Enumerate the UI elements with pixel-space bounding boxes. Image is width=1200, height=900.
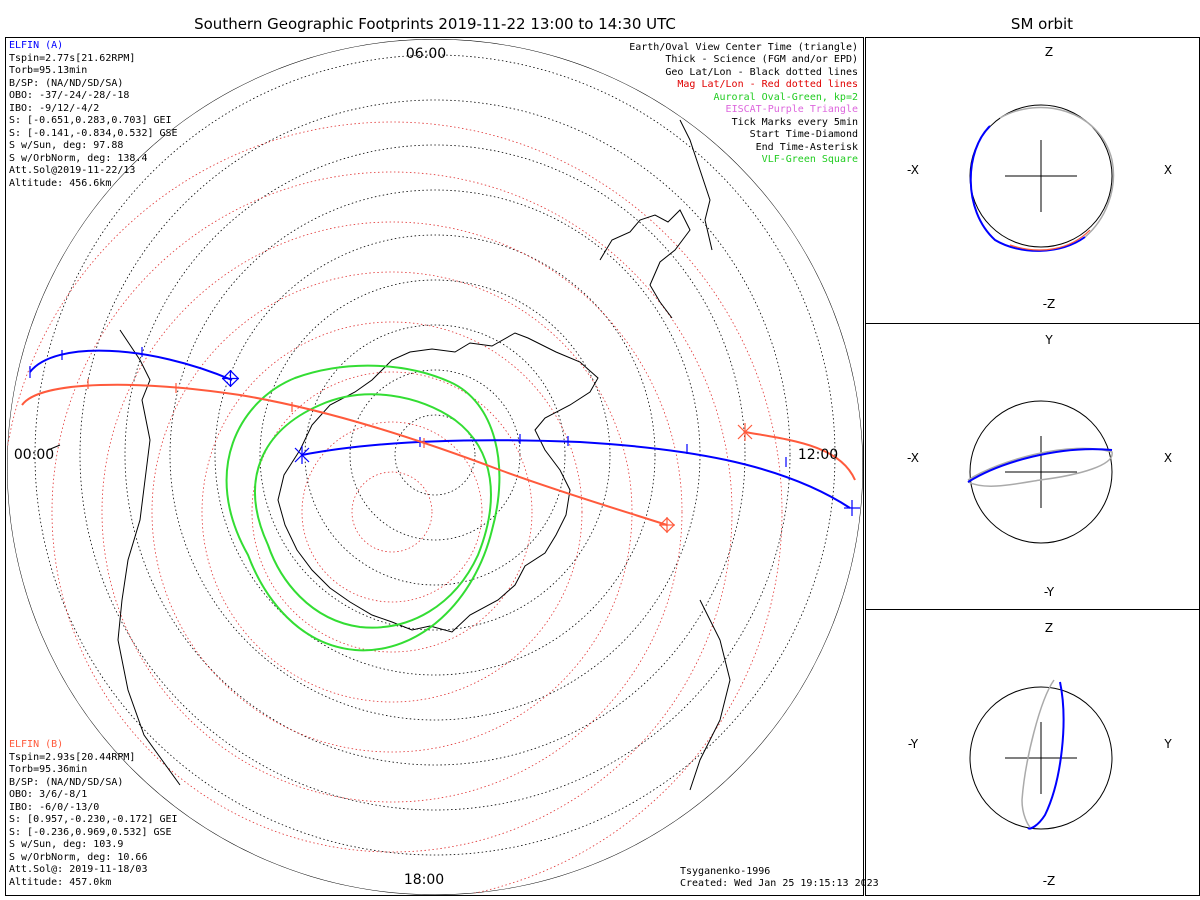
hour-label-right: 12:00 bbox=[798, 447, 838, 463]
elfin-a-line: Att.Sol@2019-11-22/13 bbox=[9, 165, 135, 176]
legend-item: Thick - Science (FGM and/or EPD) bbox=[665, 54, 858, 65]
africa-coast bbox=[679, 119, 713, 251]
south-america-coast bbox=[117, 329, 181, 786]
axis-label-top: Z bbox=[1045, 621, 1053, 635]
elfin-b-segment-1 bbox=[21, 383, 668, 526]
model-credit: Tsyganenko-1996 bbox=[680, 866, 770, 877]
mag-grid bbox=[7, 121, 783, 895]
legend-item: Earth/Oval View Center Time (triangle) bbox=[629, 42, 858, 53]
legend-item: Tick Marks every 5min bbox=[732, 117, 858, 128]
elfin-b-header: ELFIN (B) bbox=[9, 739, 63, 750]
orbit-path-a bbox=[969, 125, 1086, 252]
axis-label-right: Y bbox=[1163, 737, 1172, 751]
elfin-b-markers bbox=[87, 379, 753, 533]
legend: Earth/Oval View Center Time (triangle) T… bbox=[629, 42, 858, 165]
elfin-b-track bbox=[21, 383, 856, 526]
australia-coast bbox=[599, 209, 691, 319]
axis-label-bottom: -Z bbox=[1043, 297, 1056, 311]
elfin-b-line: Altitude: 457.0km bbox=[9, 877, 111, 888]
elfin-a-line: Torb=95.13min bbox=[9, 65, 87, 76]
coastlines bbox=[47, 119, 731, 791]
antarctica-coast bbox=[277, 332, 599, 633]
axis-label-bottom: -Y bbox=[1044, 585, 1055, 599]
axis-label-top: Z bbox=[1045, 45, 1053, 59]
elfin-b-line: Att.Sol@: 2019-11-18/03 bbox=[9, 864, 147, 875]
hour-label-top: 06:00 bbox=[406, 46, 446, 62]
sm-panel-yz: Z -Z -Y Y bbox=[908, 621, 1172, 888]
elfin-a-line: OBO: -37/-24/-28/-18 bbox=[9, 90, 129, 101]
earth-circle bbox=[969, 400, 1113, 544]
elfin-a-line: Tspin=2.77s[21.62RPM] bbox=[9, 53, 135, 64]
elfin-b-line: B/SP: (NA/ND/SD/SA) bbox=[9, 777, 123, 788]
elfin-b-line: S w/OrbNorm, deg: 10.66 bbox=[9, 852, 147, 863]
elfin-b-line: Tspin=2.93s[20.44RPM] bbox=[9, 752, 135, 763]
orbit-path-b bbox=[967, 447, 1113, 487]
elfin-b-line: IBO: -6/0/-13/0 bbox=[9, 802, 99, 813]
elfin-b-line: S w/Sun, deg: 103.9 bbox=[9, 839, 123, 850]
elfin-a-segment-1 bbox=[29, 349, 233, 381]
nz-coast bbox=[689, 599, 731, 791]
legend-item: EISCAT-Purple Triangle bbox=[726, 104, 858, 115]
auroral-oval-inner bbox=[254, 393, 492, 629]
elfin-b-line: S: [-0.236,0.969,0.532] GSE bbox=[9, 827, 172, 838]
elfin-a-segment-2 bbox=[301, 439, 851, 509]
legend-item: Auroral Oval-Green, kp=2 bbox=[714, 92, 859, 103]
elfin-a-header: ELFIN (A) bbox=[9, 40, 63, 51]
elfin-a-line: S w/Sun, deg: 97.88 bbox=[9, 140, 123, 151]
elfin-a-line: S w/OrbNorm, deg: 138.4 bbox=[9, 153, 147, 164]
orbit-path-a bbox=[1027, 681, 1065, 830]
elfin-b-line: Torb=95.36min bbox=[9, 764, 87, 775]
axis-label-right: X bbox=[1164, 163, 1172, 177]
page-title: Southern Geographic Footprints 2019-11-2… bbox=[194, 15, 676, 33]
legend-item: VLF-Green Square bbox=[762, 154, 858, 165]
polar-map: 06:00 00:00 12:00 18:00 bbox=[7, 39, 863, 895]
elfin-a-line: B/SP: (NA/ND/SD/SA) bbox=[9, 78, 123, 89]
axis-label-top: Y bbox=[1044, 333, 1053, 347]
sm-panel-xy: Y -Y -X X bbox=[907, 333, 1172, 599]
hour-label-left: 00:00 bbox=[14, 447, 54, 463]
island-coast bbox=[47, 444, 61, 451]
elfin-b-line: OBO: 3/6/-8/1 bbox=[9, 789, 87, 800]
side-title: SM orbit bbox=[1011, 15, 1073, 33]
axis-label-left: -Y bbox=[908, 737, 919, 751]
hour-label-bottom: 18:00 bbox=[404, 872, 444, 888]
elfin-a-line: S: [-0.651,0.283,0.703] GEI bbox=[9, 115, 172, 126]
axis-label-bottom: -Z bbox=[1043, 874, 1056, 888]
earth-circle bbox=[969, 686, 1113, 830]
elfin-a-line: IBO: -9/12/-4/2 bbox=[9, 103, 99, 114]
map-frame bbox=[5, 37, 864, 896]
elfin-a-markers bbox=[29, 347, 860, 516]
elfin-b-start-diamond bbox=[659, 517, 675, 533]
elfin-a-line: Altitude: 456.6km bbox=[9, 178, 111, 189]
axis-label-left: -X bbox=[907, 451, 919, 465]
elfin-b-line: S: [0.957,-0.230,-0.172] GEI bbox=[9, 814, 178, 825]
elfin-b-info: ELFIN (B) Tspin=2.93s[20.44RPM] Torb=95.… bbox=[9, 739, 178, 888]
orbit-path-b bbox=[1021, 679, 1055, 828]
orbit-path-a bbox=[967, 448, 1113, 483]
axis-label-right: X bbox=[1164, 451, 1172, 465]
legend-item: Start Time-Diamond bbox=[750, 129, 858, 140]
auroral-ovals bbox=[225, 364, 501, 652]
sm-panel-xz: Z -Z -X X bbox=[907, 45, 1172, 311]
orbit-path-b bbox=[999, 106, 1115, 238]
elfin-a-track bbox=[29, 349, 851, 509]
legend-item: End Time-Asterisk bbox=[756, 142, 858, 153]
elfin-a-start-diamond bbox=[221, 369, 240, 388]
created-timestamp: Created: Wed Jan 25 19:15:13 2023 bbox=[680, 878, 879, 889]
legend-item: Geo Lat/Lon - Black dotted lines bbox=[665, 67, 858, 78]
axis-label-left: -X bbox=[907, 163, 919, 177]
elfin-a-info: ELFIN (A) Tspin=2.77s[21.62RPM] Torb=95.… bbox=[9, 40, 178, 189]
legend-item: Mag Lat/Lon - Red dotted lines bbox=[677, 79, 858, 90]
elfin-b-segment-2 bbox=[744, 431, 856, 481]
auroral-oval-outer bbox=[225, 364, 501, 652]
elfin-a-line: S: [-0.141,-0.834,0.532] GSE bbox=[9, 128, 178, 139]
